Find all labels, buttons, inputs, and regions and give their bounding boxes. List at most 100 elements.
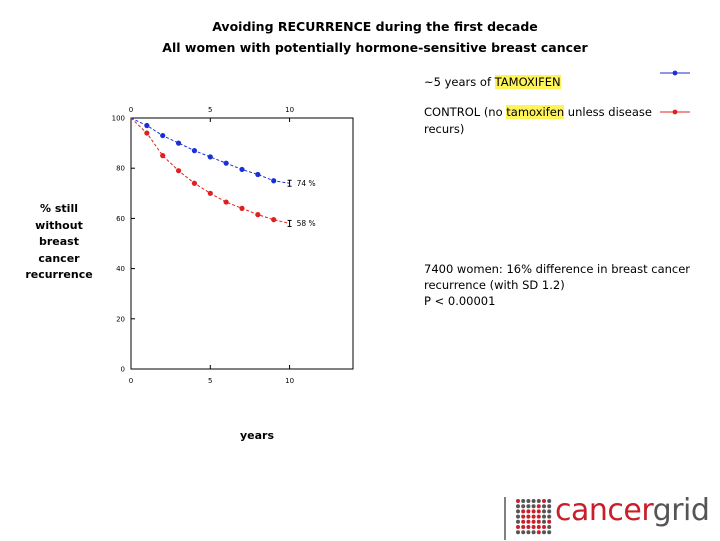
logo-dot	[516, 509, 520, 514]
data-point	[239, 166, 245, 173]
data-point	[144, 122, 150, 129]
logo-dot	[542, 504, 546, 509]
logo-dot	[542, 514, 546, 519]
logo-dot	[521, 519, 526, 524]
logo-dot-grid-icon	[516, 499, 552, 535]
y-axis-label-line: without	[35, 218, 83, 232]
logo-dot	[542, 525, 546, 529]
logo-dot	[542, 499, 546, 503]
slide-subtitle: All women with potentially hormone-sensi…	[162, 40, 588, 55]
data-point	[191, 180, 198, 186]
y-axis-label-line: % still	[40, 202, 78, 215]
x-axis-label: years	[239, 429, 275, 442]
series-line-1	[130, 117, 290, 224]
y-axis-label-line: cancer	[38, 251, 80, 265]
y-axis-label-line: recurrence	[25, 268, 93, 281]
legend-tamoxifen-highlight: TAMOXIFEN	[494, 75, 561, 89]
data-point	[255, 171, 261, 178]
logo-dot	[516, 530, 520, 535]
logo-dot	[547, 519, 552, 524]
data-point	[271, 217, 277, 223]
x-tick-label: 0	[129, 377, 133, 385]
data-point	[175, 140, 182, 146]
data-point	[223, 199, 229, 205]
logo-dot	[521, 530, 526, 535]
data-point	[207, 190, 213, 196]
x-tick-label-top: 0	[129, 106, 133, 114]
legend-marker-1	[672, 109, 678, 115]
logo-dot	[536, 530, 541, 535]
logo-dot	[547, 514, 552, 519]
series-line-0	[130, 117, 290, 184]
logo-dot	[542, 530, 546, 535]
logo-dot	[547, 499, 552, 503]
logo-dot	[547, 525, 552, 529]
legend-control-prefix: CONTROL (no	[424, 105, 507, 119]
y-axis-label: % still without breast cancer recurrence	[20, 201, 98, 284]
stats-line: 7400 women: 16% difference in breast can…	[424, 262, 691, 292]
data-point	[239, 205, 245, 211]
logo-dot	[536, 504, 541, 509]
logo-dot	[516, 504, 520, 509]
stats-summary: 7400 women: 16% difference in breast can…	[424, 261, 714, 309]
logo-dot	[536, 509, 541, 514]
y-tick-label: 40	[116, 265, 125, 273]
y-tick-label: 100	[112, 115, 125, 123]
logo-dot	[526, 525, 531, 529]
legend-control-highlight: tamoxifen	[506, 105, 565, 119]
logo-dot	[531, 499, 536, 503]
logo-dot	[526, 530, 531, 535]
logo-dot	[516, 499, 520, 503]
logo-dot	[521, 525, 526, 529]
logo-dot	[526, 509, 531, 514]
logo-dot	[547, 509, 552, 514]
logo-dot	[516, 514, 520, 519]
x-tick-label-top: 5	[208, 106, 212, 114]
y-tick-label: 0	[121, 366, 125, 374]
end-value-label: 74 %	[297, 179, 316, 188]
logo-dot	[526, 514, 531, 519]
logo-wordmark-cancer: cancer	[555, 493, 653, 528]
logo-dot	[521, 499, 526, 503]
logo-dot	[526, 519, 531, 524]
x-tick-label: 5	[208, 377, 212, 385]
logo-dot	[521, 504, 526, 509]
y-tick-label: 60	[116, 215, 125, 223]
logo-dot	[536, 514, 541, 519]
logo-dot	[526, 499, 531, 503]
logo-dot	[531, 530, 536, 535]
logo-dot	[531, 504, 536, 509]
logo-dot	[531, 525, 536, 529]
slide-title: Avoiding RECURRENCE during the first dec…	[212, 19, 538, 34]
stats-pvalue: P < 0.00001	[424, 294, 496, 308]
logo-dot	[531, 519, 536, 524]
x-tick-label-top: 10	[285, 106, 294, 114]
legend-marker-0	[672, 70, 678, 76]
legend-tamoxifen-label: ~5 years of TAMOXIFEN	[424, 74, 664, 91]
logo-wordmark: cancergrid	[555, 493, 710, 528]
legend-tamoxifen-prefix: ~5 years of	[424, 75, 495, 89]
logo-dot	[547, 504, 552, 509]
data-point	[160, 153, 166, 159]
logo-dot	[536, 519, 541, 524]
data-point	[191, 148, 198, 154]
data-point	[255, 212, 261, 218]
legend-control-label: CONTROL (no tamoxifen unless disease rec…	[424, 104, 664, 138]
logo-dot	[547, 530, 552, 535]
y-tick-label: 20	[116, 315, 125, 323]
logo-wordmark-grid: grid	[652, 493, 710, 528]
logo-dot	[531, 514, 536, 519]
logo-dot	[521, 514, 526, 519]
legend-control-suffix: unless disease recurs)	[424, 105, 652, 136]
logo-dot	[516, 525, 520, 529]
logo-dot	[531, 509, 536, 514]
data-point	[160, 132, 166, 139]
data-point	[175, 168, 182, 174]
x-tick-label: 10	[285, 377, 294, 385]
logo-dot	[542, 509, 546, 514]
logo-dot	[536, 499, 541, 503]
logo-dot	[516, 519, 520, 524]
plot-frame	[130, 117, 354, 370]
data-point	[271, 178, 277, 184]
